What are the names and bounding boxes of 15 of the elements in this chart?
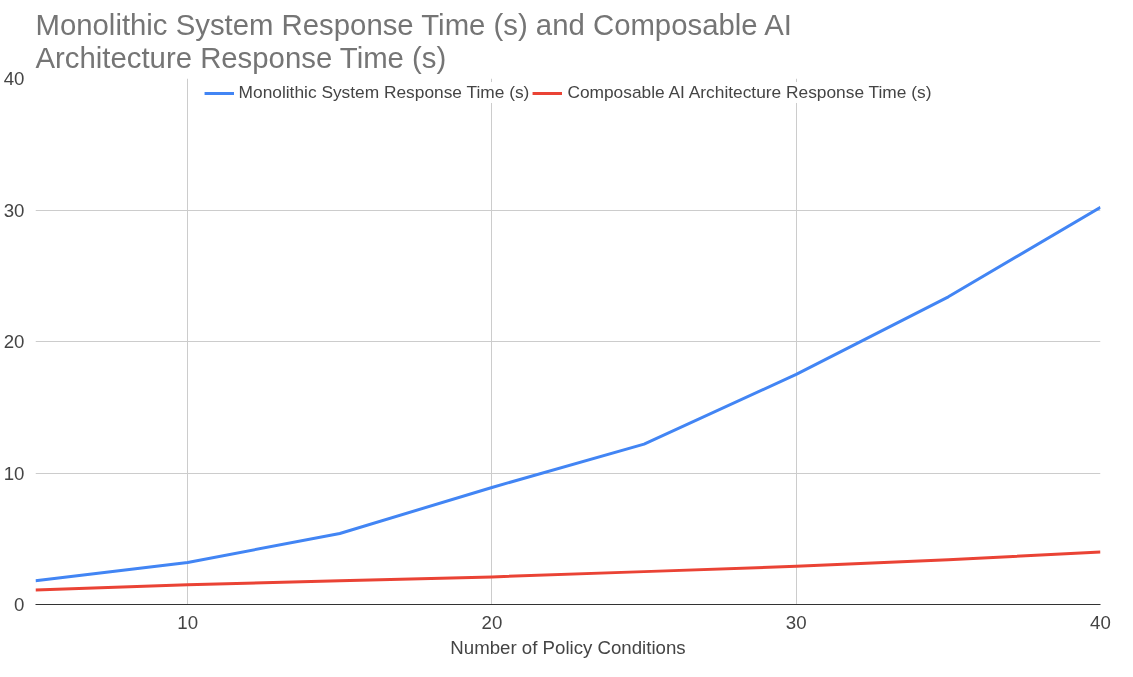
- x-tick-label: 30: [785, 611, 807, 633]
- y-tick-label: 20: [3, 331, 25, 352]
- x-tick-label: 20: [481, 611, 503, 633]
- x-tick-label: 40: [1090, 611, 1111, 633]
- x-axis-title: Number of Policy Conditions: [450, 636, 686, 658]
- y-tick-label: 30: [3, 199, 25, 221]
- chart-title: Monolithic System Response Time (s) and Composable AI Architecture Response Time (s): [35, 7, 792, 74]
- legend-label: Monolithic System Response Time (s): [238, 82, 530, 103]
- y-tick-label: 40: [3, 68, 25, 89]
- y-tick-label: 10: [3, 462, 25, 484]
- line-series: [35, 205, 1101, 583]
- legend-label: Composable AI Architecture Response Time (s): [567, 82, 932, 103]
- line-series: [35, 550, 1101, 592]
- y-tick-label: 0: [14, 594, 25, 615]
- x-tick-label: 10: [177, 611, 199, 633]
